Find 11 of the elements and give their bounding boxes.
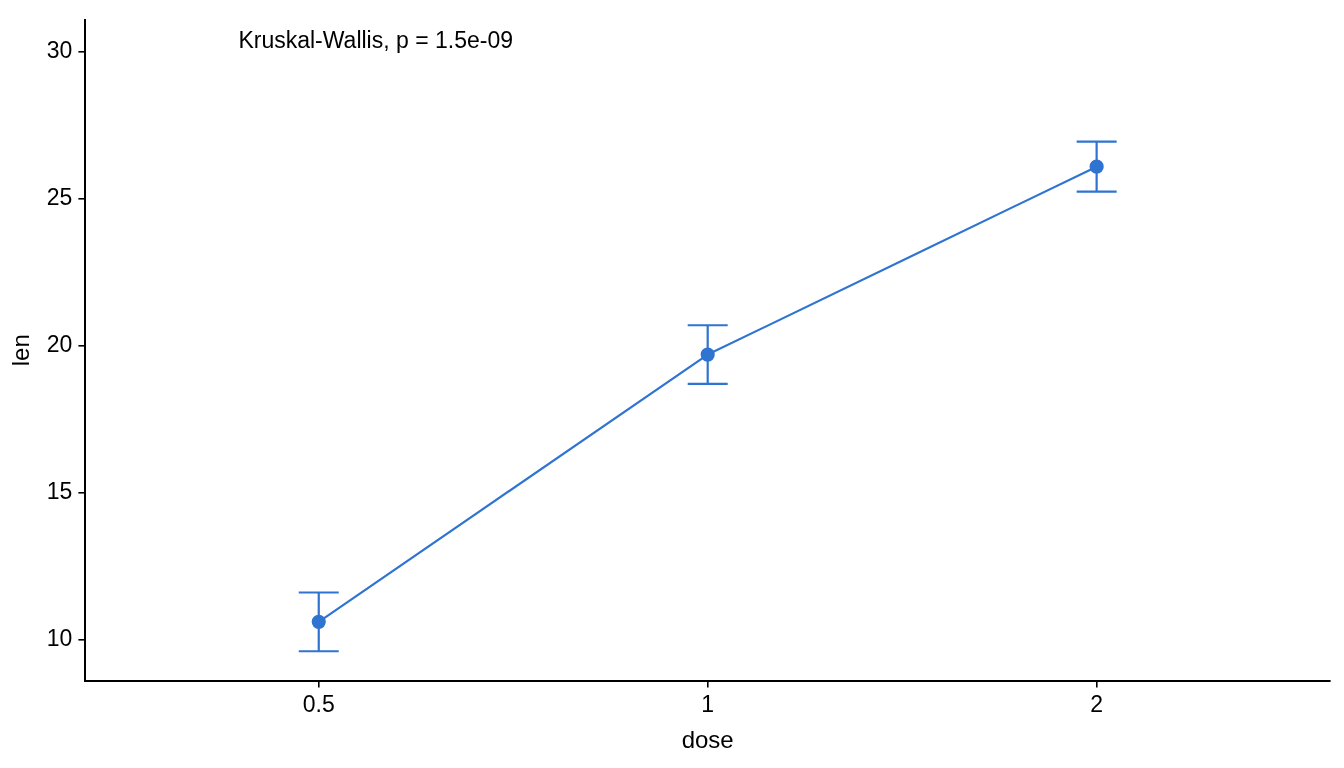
y-tick-label: 15: [46, 477, 73, 504]
y-tick-label: 25: [46, 184, 73, 211]
y-tick-label: 30: [46, 37, 73, 64]
y-tick-label: 10: [46, 624, 73, 651]
y-axis-title: len: [7, 334, 35, 367]
x-axis-title: dose: [681, 726, 734, 754]
y-tick-label: 20: [46, 331, 73, 358]
x-tick-label: 1: [701, 690, 715, 717]
x-tick-label: 0.5: [302, 690, 335, 717]
annotation: Kruskal-Wallis, p = 1.5e-09: [238, 27, 514, 54]
x-tick-label: 2: [1090, 690, 1104, 717]
